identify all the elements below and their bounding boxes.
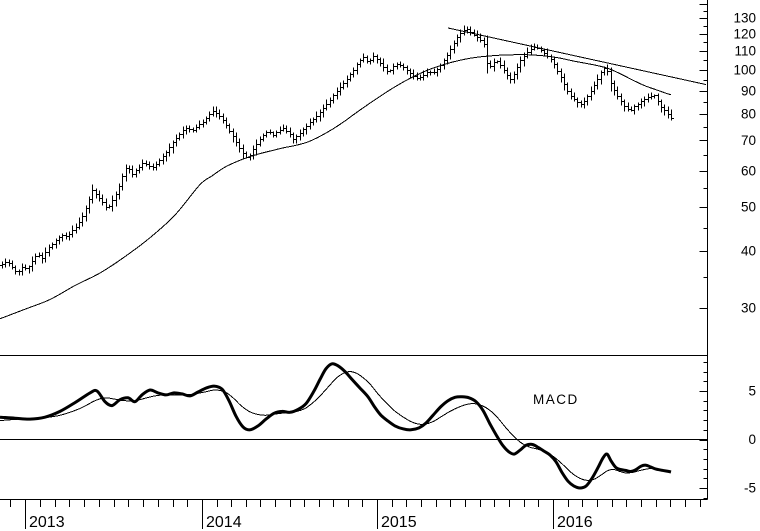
signal-line <box>0 371 672 481</box>
price-axis-label: 60 <box>741 163 756 178</box>
macd-line <box>0 362 672 490</box>
macd-label: MACD <box>533 392 579 407</box>
axis-ticks <box>10 4 708 529</box>
price-axis-label: 120 <box>733 26 756 41</box>
price-axis-label: 130 <box>733 11 756 26</box>
x-axis-year-label: 2016 <box>557 514 593 531</box>
price-panel <box>0 25 707 320</box>
macd-axis-label: 0 <box>748 432 756 447</box>
price-axis-label: 30 <box>741 300 756 315</box>
x-axis-year-label: 2013 <box>29 514 65 531</box>
price-axis-label: 70 <box>741 133 756 148</box>
price-axis-label: 90 <box>741 83 756 98</box>
macd-axis-label: -5 <box>744 481 756 496</box>
moving-average-line <box>0 54 672 320</box>
price-axis-label: 110 <box>734 44 756 59</box>
macd-panel <box>0 362 672 490</box>
price-axis-label: 100 <box>733 63 756 78</box>
panel-borders <box>0 0 708 500</box>
price-axis-label: 40 <box>741 244 756 259</box>
macd-axis-label: 5 <box>748 384 756 399</box>
x-axis-year-label: 2014 <box>206 514 242 531</box>
price-axis-label: 50 <box>741 199 756 214</box>
downtrend-line <box>447 27 707 86</box>
price-axis-label: 80 <box>741 107 756 122</box>
x-axis-year-label: 2015 <box>381 514 417 531</box>
